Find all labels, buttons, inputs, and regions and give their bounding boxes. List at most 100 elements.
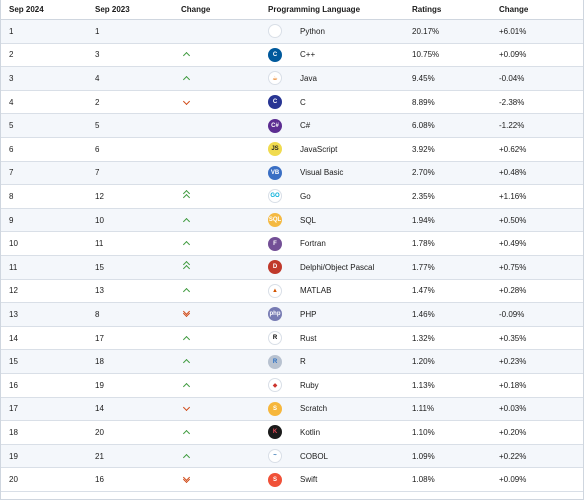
language-name[interactable]: Kotlin [300, 427, 321, 437]
language-logo-cell: JS [268, 138, 282, 161]
rating-value: 1.77% [412, 262, 435, 272]
language-name[interactable]: Go [300, 191, 311, 201]
previous-rank: 11 [95, 239, 104, 249]
language-name[interactable]: R [300, 357, 306, 367]
language-logo-cell: R [268, 350, 282, 373]
language-name[interactable]: JavaScript [300, 144, 338, 154]
rank-change-indicator [182, 445, 190, 468]
previous-rank: 2 [95, 97, 100, 107]
matlab-logo-icon: ▲ [268, 283, 282, 298]
rating-value: 1.32% [412, 333, 435, 343]
rank-change-indicator [182, 44, 190, 67]
language-name[interactable]: C [300, 97, 306, 107]
table-row[interactable]: 20 16 S Swift 1.08% +0.09% [1, 468, 583, 492]
table-row[interactable]: 7 7 VB Visual Basic 2.70% +0.48% [1, 161, 583, 186]
table-row[interactable]: 4 2 C C 8.89% -2.38% [1, 90, 583, 115]
rating-change-value: +0.23% [499, 357, 527, 367]
table-row[interactable]: 5 5 C# C# 6.08% -1.22% [1, 114, 583, 138]
header-rating-change[interactable]: Change [499, 5, 529, 14]
previous-rank: 20 [95, 427, 104, 437]
table-row[interactable]: 16 19 ◆ Ruby 1.13% +0.18% [1, 374, 583, 398]
language-name[interactable]: Swift [300, 475, 318, 485]
table-row[interactable]: 19 21 ~ COBOL 1.09% +0.22% [1, 444, 583, 469]
language-name[interactable]: MATLAB [300, 286, 332, 296]
rating-change-value: +0.09% [499, 50, 527, 60]
table-row[interactable]: 2 3 C C++ 10.75% +0.09% [1, 43, 583, 68]
table-row[interactable]: 8 12 GO Go 2.35% +1.16% [1, 185, 583, 209]
rank-change-indicator [182, 256, 190, 279]
language-name[interactable]: SQL [300, 215, 317, 225]
header-rank-change[interactable]: Change [181, 5, 211, 14]
rank-change-indicator [182, 374, 190, 397]
language-name[interactable]: COBOL [300, 451, 329, 461]
chevron-up-icon [182, 214, 190, 226]
chevron-up-icon [182, 426, 190, 438]
language-logo-cell: K [268, 421, 282, 444]
language-name[interactable]: PHP [300, 309, 317, 319]
previous-rank: 18 [95, 357, 104, 367]
table-row[interactable]: 3 4 ☕ Java 9.45% -0.04% [1, 67, 583, 91]
language-name[interactable]: Scratch [300, 404, 328, 414]
language-name[interactable]: C++ [300, 50, 316, 60]
rank-change-indicator [182, 327, 190, 350]
language-name[interactable]: Rust [300, 333, 317, 343]
chevron-up-double-icon [182, 261, 190, 273]
scratch-logo-icon: S [268, 401, 282, 416]
rank-change-indicator [182, 280, 190, 303]
rating-change-value: +0.48% [499, 168, 527, 178]
table-row[interactable]: 15 18 R R 1.20% +0.23% [1, 350, 583, 374]
rating-change-value: -1.22% [499, 121, 525, 131]
current-rank: 12 [9, 286, 18, 296]
language-name[interactable]: Visual Basic [300, 168, 344, 178]
language-name[interactable]: Fortran [300, 239, 326, 249]
language-name[interactable]: Java [300, 73, 317, 83]
rank-change-indicator [182, 421, 190, 444]
table-row[interactable]: 18 20 K Kotlin 1.10% +0.20% [1, 421, 583, 445]
current-rank: 1 [9, 26, 14, 36]
language-logo-cell: ~ [268, 445, 282, 468]
rating-value: 1.13% [412, 380, 435, 390]
table-row[interactable]: 1 1 Python 20.17% +6.01% [1, 20, 583, 44]
rating-change-value: +0.62% [499, 144, 527, 154]
language-name[interactable]: Ruby [300, 380, 319, 390]
rating-value: 9.45% [412, 73, 435, 83]
language-logo-cell: VB [268, 162, 282, 185]
rating-change-value: +6.01% [499, 26, 527, 36]
language-name[interactable]: Delphi/Object Pascal [300, 262, 375, 272]
header-ratings[interactable]: Ratings [412, 5, 442, 14]
table-row[interactable]: 12 13 ▲ MATLAB 1.47% +0.28% [1, 279, 583, 304]
chevron-up-icon [182, 72, 190, 84]
table-row[interactable]: 17 14 S Scratch 1.11% +0.03% [1, 397, 583, 422]
header-previous-rank[interactable]: Sep 2023 [95, 5, 130, 14]
rating-value: 3.92% [412, 144, 435, 154]
chevron-up-icon [182, 332, 190, 344]
language-logo-cell: C [268, 91, 282, 114]
language-name[interactable]: C# [300, 121, 311, 131]
chevron-down-icon [182, 403, 190, 415]
rating-change-value: +0.28% [499, 286, 527, 296]
table-row[interactable]: 10 11 F Fortran 1.78% +0.49% [1, 232, 583, 256]
table-row[interactable]: 11 15 D Delphi/Object Pascal 1.77% +0.75% [1, 256, 583, 280]
language-logo-cell: S [268, 468, 282, 491]
rank-change-indicator [182, 67, 190, 90]
rating-change-value: +0.50% [499, 215, 527, 225]
current-rank: 11 [9, 262, 18, 272]
header-language[interactable]: Programming Language [268, 5, 361, 14]
current-rank: 17 [9, 404, 18, 414]
table-row[interactable]: 9 10 SQL SQL 1.94% +0.50% [1, 208, 583, 233]
previous-rank: 16 [95, 475, 104, 485]
rating-change-value: +0.20% [499, 427, 527, 437]
table-row[interactable]: 13 8 php PHP 1.46% -0.09% [1, 303, 583, 327]
table-row[interactable]: 14 17 R Rust 1.32% +0.35% [1, 326, 583, 351]
previous-rank: 3 [95, 50, 100, 60]
header-current-rank[interactable]: Sep 2024 [9, 5, 44, 14]
table-row[interactable]: 6 6 JS JavaScript 3.92% +0.62% [1, 138, 583, 162]
chevron-up-icon [182, 49, 190, 61]
previous-rank: 17 [95, 333, 104, 343]
chevron-up-icon [182, 356, 190, 368]
rating-change-value: +0.49% [499, 239, 527, 249]
language-name[interactable]: Python [300, 26, 325, 36]
rating-change-value: +0.09% [499, 475, 527, 485]
previous-rank: 10 [95, 215, 104, 225]
rating-value: 1.11% [412, 404, 435, 414]
